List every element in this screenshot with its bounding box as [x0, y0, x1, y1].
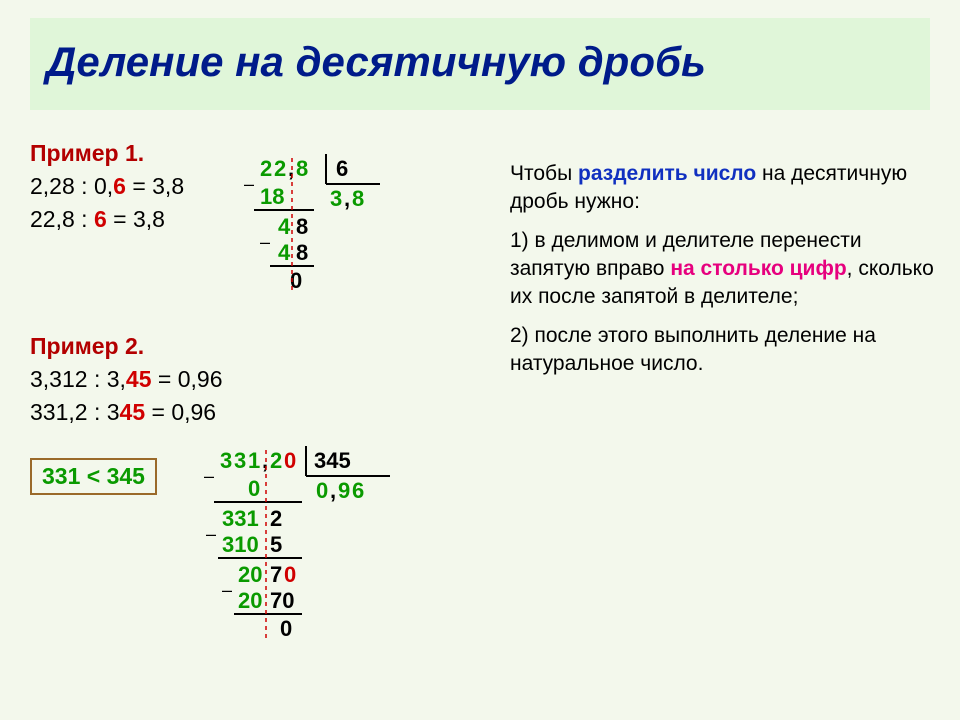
svg-text:–: – [206, 524, 216, 544]
svg-text:–: – [244, 174, 254, 194]
svg-text:0: 0 [248, 476, 260, 501]
long-division-2: 3 3 1 , 2 0 345 0 , 9 6 – 0 331 2 – 310 … [190, 442, 460, 702]
svg-text:,: , [288, 156, 294, 181]
svg-text:,: , [330, 478, 336, 503]
svg-text:310: 310 [222, 532, 259, 557]
svg-text:–: – [204, 466, 214, 486]
svg-text:,: , [262, 448, 268, 473]
svg-text:8: 8 [352, 186, 364, 211]
svg-text:6: 6 [336, 156, 348, 181]
long-division-1: 2 2 , 8 6 3 , 8 – 18 4 8 – 4 8 0 [230, 150, 420, 320]
svg-text:5: 5 [270, 532, 282, 557]
comparison-box: 331 < 345 [30, 458, 157, 495]
svg-text:,: , [344, 186, 350, 211]
svg-text:0: 0 [284, 448, 296, 473]
svg-text:2: 2 [274, 156, 286, 181]
svg-text:70: 70 [270, 588, 294, 613]
example2-line2: 331,2 : 345 = 0,96 [30, 399, 470, 426]
svg-text:3: 3 [234, 448, 246, 473]
title-banner: Деление на десятичную дробь [30, 18, 930, 110]
svg-text:8: 8 [296, 214, 308, 239]
svg-text:–: – [260, 232, 270, 252]
svg-text:331: 331 [222, 506, 259, 531]
svg-text:20: 20 [238, 588, 262, 613]
svg-text:–: – [222, 580, 232, 600]
svg-text:4: 4 [278, 240, 291, 265]
rule-text: Чтобы разделить число на десятичную дроб… [510, 160, 938, 378]
svg-text:0: 0 [284, 562, 296, 587]
svg-text:6: 6 [352, 478, 364, 503]
svg-text:8: 8 [296, 240, 308, 265]
svg-text:2: 2 [260, 156, 272, 181]
page-title: Деление на десятичную дробь [46, 38, 706, 85]
example2-line1: 3,312 : 3,45 = 0,96 [30, 366, 470, 393]
svg-text:0: 0 [280, 616, 292, 641]
svg-text:20: 20 [238, 562, 262, 587]
svg-text:9: 9 [338, 478, 350, 503]
svg-text:2: 2 [270, 506, 282, 531]
svg-text:1: 1 [248, 448, 260, 473]
svg-text:18: 18 [260, 184, 284, 209]
svg-text:4: 4 [278, 214, 291, 239]
svg-text:345: 345 [314, 448, 351, 473]
svg-text:8: 8 [296, 156, 308, 181]
svg-text:3: 3 [220, 448, 232, 473]
svg-text:7: 7 [270, 562, 282, 587]
svg-text:0: 0 [316, 478, 328, 503]
svg-text:3: 3 [330, 186, 342, 211]
svg-text:2: 2 [270, 448, 282, 473]
example2-header: Пример 2. [30, 333, 470, 360]
